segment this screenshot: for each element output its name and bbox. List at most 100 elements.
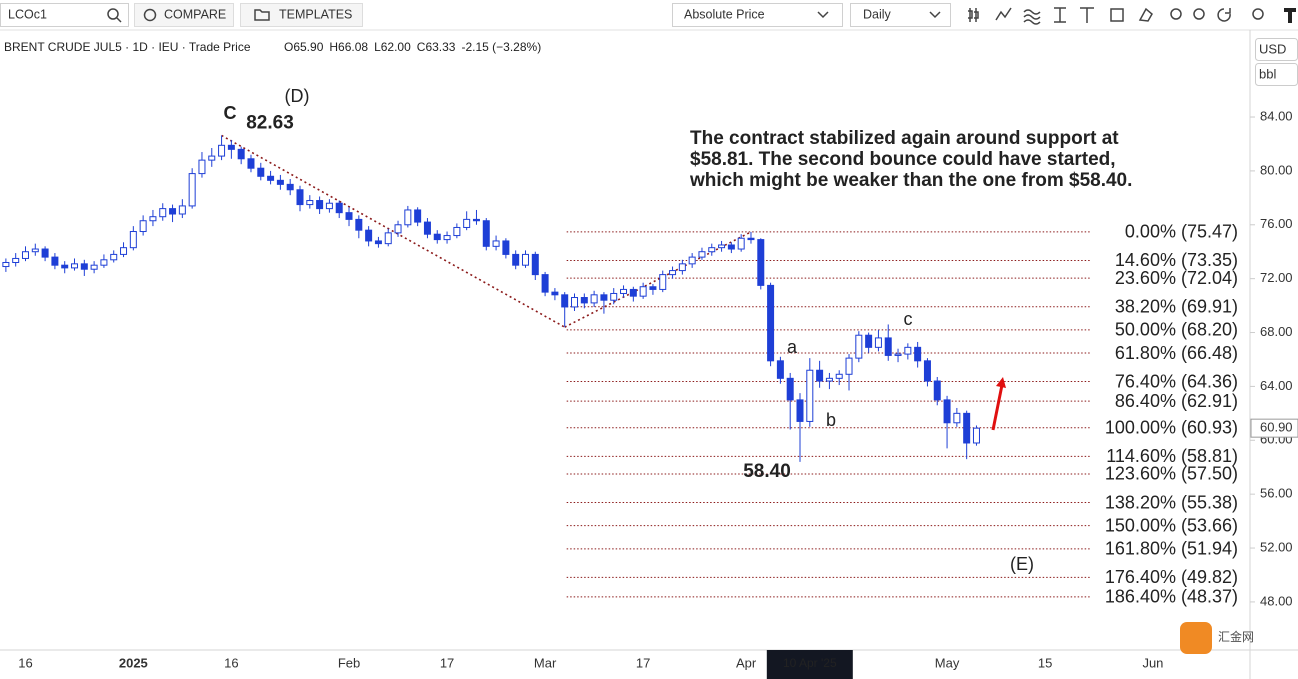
candle-body	[100, 259, 108, 266]
candle-body	[41, 248, 49, 258]
fib-label: 14.60% (73.35)	[1115, 250, 1238, 270]
draw-icon[interactable]	[1138, 7, 1153, 22]
symbol-input[interactable]: LCOc1	[8, 7, 47, 21]
candle-body	[257, 167, 265, 177]
commentary: which might be weaker than the one from …	[689, 170, 1132, 191]
wave-label: b	[826, 410, 836, 430]
x-tick-label: Jun	[1142, 655, 1163, 670]
candle-body	[120, 247, 128, 255]
candle-body	[208, 155, 216, 161]
reset-icon[interactable]	[1217, 8, 1231, 22]
commentary: The contract stabilized again around sup…	[690, 128, 1119, 149]
candle-body	[629, 288, 637, 297]
candle-body	[953, 412, 961, 424]
candle-body	[600, 294, 608, 301]
candle-body	[345, 212, 353, 220]
currency[interactable]: USD	[1259, 41, 1286, 56]
zoom-in-icon[interactable]	[1170, 8, 1182, 20]
x-tick-label: 15	[1038, 655, 1052, 670]
wave-label: (E)	[1010, 554, 1034, 574]
readout-value: L62.00	[374, 40, 411, 54]
arrow-head	[996, 377, 1006, 388]
fib-label: 23.60% (72.04)	[1115, 268, 1238, 288]
candle-body	[786, 377, 794, 401]
readout-value: C63.33	[417, 40, 456, 54]
settings-icon[interactable]	[1252, 8, 1264, 20]
candle-icon[interactable]	[968, 8, 979, 22]
x-tick-label: Apr	[736, 655, 757, 670]
candle-body	[502, 240, 510, 255]
candle-body	[188, 173, 196, 207]
price-mode-label[interactable]: Absolute Price	[684, 7, 765, 21]
candle-body	[580, 297, 588, 304]
candle-body	[708, 247, 716, 253]
line-icon[interactable]	[995, 7, 1012, 21]
y-tick-label: 48.00	[1260, 593, 1293, 608]
last-price-box	[1250, 418, 1298, 438]
compare-label[interactable]: COMPARE	[164, 7, 226, 21]
candle-body	[521, 253, 529, 266]
candle-body	[129, 231, 137, 249]
x-tick-label: 17	[636, 655, 650, 670]
readout-value: H66.08	[329, 40, 368, 54]
symbol-search[interactable]	[0, 3, 129, 27]
candle-body	[512, 253, 520, 266]
candle-body	[904, 346, 912, 355]
wave-icon[interactable]	[1023, 9, 1041, 25]
interval-dropdown[interactable]	[850, 3, 951, 27]
shape-icon[interactable]	[1110, 8, 1124, 22]
tool-icons[interactable]	[968, 7, 1296, 25]
last-price: 60.90	[1260, 420, 1293, 435]
candle-body	[384, 232, 392, 245]
candle-body	[218, 144, 226, 157]
y-tick-label: 80.00	[1260, 162, 1293, 177]
unit[interactable]: bbl	[1259, 66, 1276, 81]
fib-label: 100.00% (60.93)	[1105, 418, 1238, 438]
candle-body	[963, 412, 971, 444]
candle-body	[747, 237, 755, 241]
candle-body	[806, 369, 814, 422]
candle-body	[276, 179, 284, 185]
candle-body	[914, 346, 922, 362]
watermark: 汇金网	[1218, 629, 1254, 644]
candle-body	[541, 274, 549, 293]
candle-body	[874, 337, 882, 348]
candle-body	[374, 240, 382, 245]
candle-body	[247, 158, 255, 169]
compare-button[interactable]	[134, 3, 234, 27]
candle-body	[306, 200, 314, 206]
candle-body	[551, 291, 559, 296]
candle-body	[443, 235, 451, 241]
fib-label: 86.40% (62.91)	[1115, 391, 1238, 411]
candle-body	[825, 377, 833, 382]
candle-body	[394, 224, 402, 234]
zoom-out-icon[interactable]	[1193, 8, 1205, 20]
candle-body	[933, 380, 941, 401]
chevron	[817, 11, 829, 19]
wave-label: c	[904, 309, 913, 329]
y-tick-label: 64.00	[1260, 378, 1293, 393]
price-mode-dropdown[interactable]	[672, 3, 843, 27]
candle-body	[776, 360, 784, 379]
candle-body	[610, 292, 618, 301]
text-icon[interactable]	[1080, 7, 1094, 23]
candle-body	[649, 286, 657, 290]
extreme-label: 82.63	[246, 112, 294, 133]
candle-body	[571, 297, 579, 308]
search-icon[interactable]	[107, 8, 119, 20]
templates-button[interactable]	[240, 3, 363, 27]
wave-label: (D)	[285, 86, 310, 106]
hline-icon[interactable]	[1054, 7, 1066, 23]
candle-body	[286, 183, 294, 191]
crosshair-date-box	[766, 650, 853, 679]
candle-body	[639, 286, 647, 297]
candle-body	[972, 427, 980, 444]
candle-body	[21, 251, 29, 259]
candle-body	[796, 399, 804, 422]
candle-body	[492, 240, 500, 247]
interval-label[interactable]: Daily	[863, 7, 892, 21]
candle-body	[659, 274, 667, 290]
x-tick-label: May	[935, 655, 960, 670]
templates-label[interactable]: TEMPLATES	[279, 7, 352, 21]
